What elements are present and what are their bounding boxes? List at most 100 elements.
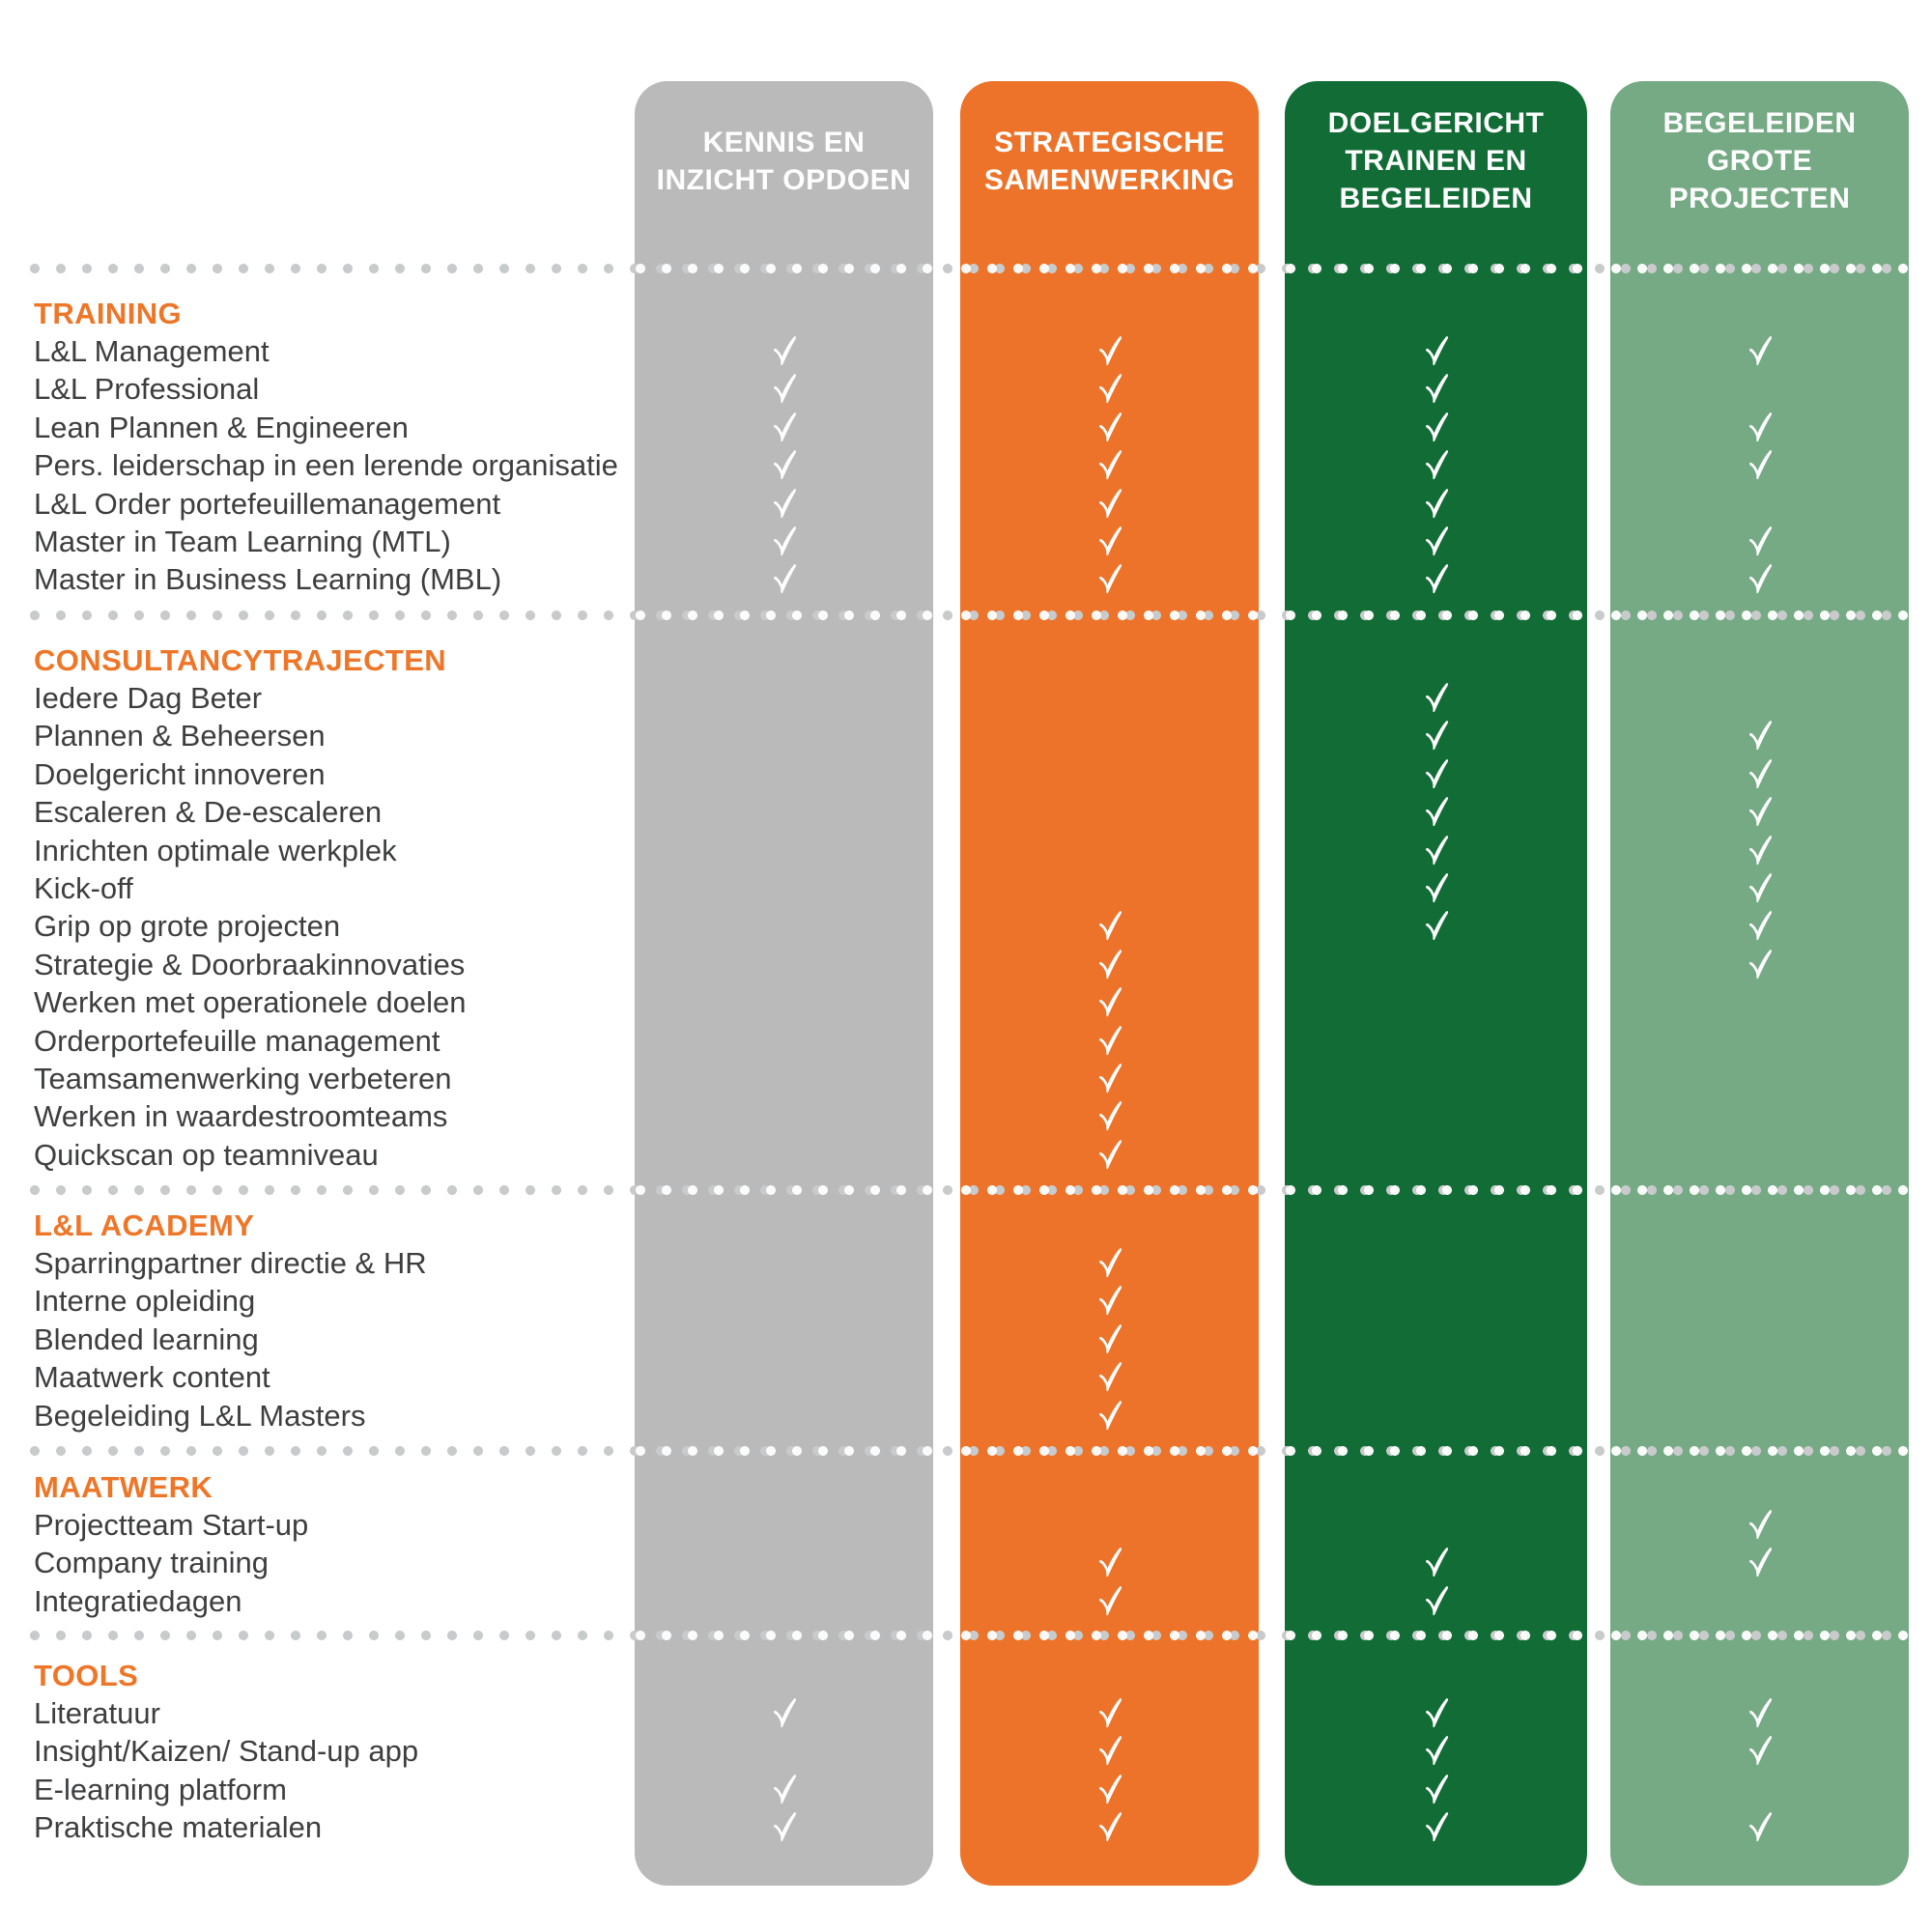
row-label: E-learning platform (34, 1772, 287, 1806)
check-icon (1094, 371, 1126, 408)
check-icon (768, 486, 801, 523)
row-label: Master in Business Learning (MBL) (34, 562, 502, 597)
check-icon (1094, 524, 1126, 560)
check-cell (960, 1771, 1259, 1809)
check-icon (768, 410, 801, 446)
section-title: TOOLS (34, 1659, 139, 1692)
row-label: Pers. leiderschap in een lerende organis… (34, 448, 618, 483)
check-cell (635, 370, 933, 409)
check-cell (1610, 793, 1909, 832)
check-cell (1285, 446, 1587, 485)
section-divider-dots (29, 1445, 1909, 1457)
check-cell (1285, 717, 1587, 755)
check-icon (1094, 1398, 1126, 1435)
column-header-kennis-en-inzicht-opdoen: KENNIS EN INZICHT OPDOEN (656, 126, 912, 196)
row-label: L&L Order portefeuillemanagement (34, 486, 501, 521)
check-cell (960, 1136, 1259, 1175)
check-icon (1094, 1321, 1126, 1358)
row-label: Inrichten optimale werkplek (34, 833, 397, 867)
check-icon (1744, 718, 1776, 754)
row-label: Praktische materialen (34, 1810, 323, 1845)
section-divider-dots-over-column (1610, 610, 1909, 621)
check-icon (1420, 561, 1453, 598)
check-cell (960, 1022, 1259, 1061)
check-cell (960, 907, 1259, 946)
row-label: Iedere Dag Beter (34, 681, 263, 715)
check-icon (1744, 870, 1776, 907)
section-divider-dots-over-column (1610, 1630, 1909, 1641)
row-label: Company training (34, 1546, 269, 1580)
check-icon (1744, 1809, 1776, 1846)
check-icon (1744, 1507, 1776, 1544)
check-cell (1285, 523, 1587, 561)
check-cell (1610, 409, 1909, 447)
section-title: L&L ACADEMY (34, 1208, 255, 1242)
section-divider-dots (29, 1630, 1909, 1641)
check-icon (768, 1772, 801, 1808)
check-icon (1420, 447, 1453, 484)
section-divider-dots-over-column (635, 1630, 933, 1641)
check-cell (635, 409, 933, 447)
check-cell (1285, 755, 1587, 794)
check-cell (1610, 946, 1909, 984)
row-label: L&L Management (34, 334, 270, 368)
row-label: Sparringpartner directie & HR (34, 1246, 427, 1280)
row-label: Plannen & Beheersen (34, 719, 326, 753)
check-icon (1420, 756, 1453, 793)
check-cell (1285, 1544, 1587, 1582)
check-cell (1285, 1732, 1587, 1771)
section-divider-dots-over-column (1285, 1445, 1587, 1457)
check-cell (960, 1694, 1259, 1733)
check-icon (1094, 447, 1126, 484)
check-icon (1744, 561, 1776, 598)
check-cell (960, 1060, 1259, 1098)
check-cell (960, 446, 1259, 485)
check-cell (1610, 1506, 1909, 1545)
check-icon (1420, 1583, 1453, 1620)
check-cell (1610, 832, 1909, 870)
column-header-doelgericht-trainen-en-begeleiden: DOELGERICHT TRAINEN EN BEGELEIDEN (1327, 107, 1545, 214)
check-cell (960, 1732, 1259, 1771)
check-cell (1610, 446, 1909, 485)
check-icon (1094, 333, 1126, 370)
check-icon (1420, 333, 1453, 370)
check-icon (768, 333, 801, 370)
check-cell (635, 485, 933, 524)
check-cell (960, 332, 1259, 371)
check-icon (1094, 1733, 1126, 1770)
check-cell (1610, 1694, 1909, 1733)
check-cell (1285, 485, 1587, 524)
section-divider-dots-over-column (960, 1445, 1259, 1457)
section-title: MAATWERK (34, 1470, 213, 1504)
check-cell (1285, 1582, 1587, 1621)
row-label: Grip op grote projecten (34, 909, 341, 944)
check-icon (1744, 1545, 1776, 1581)
check-icon (1094, 984, 1126, 1021)
check-cell (960, 409, 1259, 447)
section-title: CONSULTANCYTRAJECTEN (34, 643, 447, 677)
check-cell (635, 1808, 933, 1847)
row-label: Lean Plannen & Engineeren (34, 410, 409, 444)
check-cell (1285, 1694, 1587, 1733)
check-cell (635, 1694, 933, 1733)
section-divider-dots-over-column (960, 263, 1259, 274)
check-icon (1420, 680, 1453, 717)
check-cell (1610, 1732, 1909, 1771)
check-cell (1610, 523, 1909, 561)
check-cell (1610, 1808, 1909, 1847)
check-icon (1420, 410, 1453, 446)
check-icon (1744, 794, 1776, 831)
check-icon (1744, 833, 1776, 869)
row-label: Interne opleiding (34, 1284, 256, 1319)
check-cell (635, 560, 933, 599)
row-label: Quickscan op teamniveau (34, 1137, 379, 1172)
section-divider-dots-over-column (960, 1184, 1259, 1196)
column-header-begeleiden-grote-projecten: BEGELEIDEN GROTE PROJECTEN (1662, 107, 1857, 214)
section-divider-dots-over-column (960, 610, 1259, 621)
check-cell (635, 332, 933, 371)
section-divider-dots-over-column (1285, 263, 1587, 274)
check-icon (1744, 947, 1776, 983)
check-icon (768, 524, 801, 560)
check-icon (1094, 908, 1126, 945)
check-icon (1420, 794, 1453, 831)
